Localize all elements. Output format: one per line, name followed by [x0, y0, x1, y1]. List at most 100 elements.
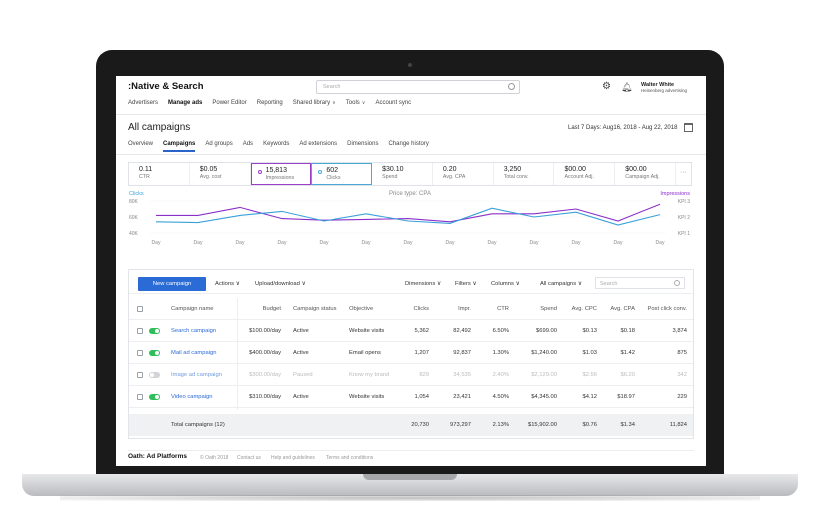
global-search-input[interactable]: Search: [316, 80, 520, 94]
campaign-name-link[interactable]: Image ad campaign: [171, 372, 222, 378]
col-avg-cpc[interactable]: Avg. CPC: [571, 306, 597, 312]
kpi-avg-cost[interactable]: $0.05 Avg. cost: [190, 163, 251, 185]
total-spend: $15,902.00: [527, 422, 557, 428]
tab-overview[interactable]: Overview: [128, 141, 154, 147]
nav-tools[interactable]: Tools ∨: [345, 100, 366, 106]
x-tick-label: Day: [362, 240, 371, 246]
divider: [116, 154, 706, 155]
columns-dropdown[interactable]: Columns ∨: [491, 281, 520, 287]
table-search-input[interactable]: Search: [595, 277, 685, 289]
cell-conv: 229: [677, 394, 687, 400]
kpi-clicks[interactable]: 602 Clicks: [311, 163, 373, 185]
campaign-name-link[interactable]: Video campaign: [171, 394, 213, 400]
actions-dropdown[interactable]: Actions ∨: [215, 281, 240, 287]
kpi-ctr[interactable]: 0.11 CTR: [129, 163, 190, 185]
user-name[interactable]: Walter White: [641, 82, 675, 88]
chevron-down-icon: ∨: [472, 281, 477, 287]
x-tick-label: Day: [488, 240, 497, 246]
dimensions-dropdown[interactable]: Dimensions ∨: [405, 281, 442, 287]
y-tick-label: 80K: [129, 199, 139, 205]
tab-ad-groups[interactable]: Ad groups: [205, 141, 233, 147]
tab-ad-extensions[interactable]: Ad extensions: [299, 141, 338, 147]
series-marker-icon: [257, 170, 262, 174]
enable-toggle[interactable]: [149, 350, 160, 356]
cell-clicks: 829: [419, 372, 429, 378]
row-checkbox[interactable]: [137, 328, 143, 334]
kpi-account-adj[interactable]: $00.00 Account Adj.: [554, 163, 616, 185]
tab-keywords[interactable]: Keywords: [263, 141, 290, 147]
campaign-name-link[interactable]: Search campaign: [171, 328, 217, 334]
cell-impr: 34,535: [453, 372, 471, 378]
cell-status: Active: [293, 394, 309, 400]
cell-budget: $400.00/day: [249, 350, 281, 356]
cell-ctr: 2.40%: [492, 372, 509, 378]
cell-cpa: $0.18: [620, 328, 635, 334]
cell-impr: 82,492: [453, 328, 471, 334]
cell-objective: Website visits: [349, 328, 385, 334]
nav-reporting[interactable]: Reporting: [256, 100, 283, 106]
kpi-impressions[interactable]: 15,813 Impressions: [250, 163, 312, 185]
laptop-shadow: [60, 495, 760, 501]
main-nav: Advertisers Manage ads Power Editor Repo…: [128, 100, 411, 112]
calendar-icon[interactable]: [684, 123, 693, 132]
x-tick-label: Day: [446, 240, 455, 246]
enable-toggle[interactable]: [149, 394, 160, 400]
kpi-spend[interactable]: $30.10 Spend: [372, 163, 433, 185]
col-spend[interactable]: Spend: [540, 306, 557, 312]
campaign-name-link[interactable]: Mail ad campaign: [171, 350, 217, 356]
gear-icon[interactable]: ⚙: [602, 81, 611, 92]
footer-link-help[interactable]: Help and guidelines: [271, 454, 315, 461]
enable-toggle[interactable]: [149, 372, 160, 378]
row-checkbox[interactable]: [137, 350, 143, 356]
nav-power-editor[interactable]: Power Editor: [212, 100, 247, 106]
tab-campaigns[interactable]: Campaigns: [163, 141, 196, 152]
col-ctr[interactable]: CTR: [497, 306, 509, 312]
date-range[interactable]: Last 7 Days: Aug16, 2018 - Aug 22, 2018: [568, 125, 678, 131]
divider: [116, 114, 706, 115]
cell-cpa: $6.20: [620, 372, 635, 378]
kpi-avg-cpa[interactable]: 0.20 Avg. CPA: [433, 163, 494, 185]
brand-logo[interactable]: :Native & Search: [128, 81, 204, 92]
search-icon: [508, 83, 515, 90]
footer: Oath: Ad Platforms © Oath 2018 Contact u…: [128, 450, 694, 462]
chart-svg: Clicks Impressions Price type: CPA 80K 60K 40…: [129, 191, 690, 246]
cell-budget: $300.00/day: [249, 372, 281, 378]
kpi-campaign-adj[interactable]: $00.00 Campaign Adj.: [615, 163, 677, 185]
row-checkbox[interactable]: [137, 394, 143, 400]
col-budget[interactable]: Budget: [262, 306, 281, 312]
table-toolbar: New campaign Actions ∨ Upload/download ∨…: [129, 270, 693, 294]
campaign-filter-dropdown[interactable]: All campaigns ∨: [540, 281, 582, 287]
footer-logo: Oath: Ad Platforms: [128, 453, 187, 460]
cell-conv: 875: [677, 350, 687, 356]
right-axis-title: Impressions: [660, 191, 690, 197]
footer-link-contact[interactable]: Contact us: [237, 454, 261, 461]
col-status[interactable]: Campaign status: [293, 306, 337, 312]
tab-change-history[interactable]: Change history: [388, 141, 429, 147]
cell-conv: 3,874: [672, 328, 687, 334]
col-impr[interactable]: Impr.: [458, 306, 471, 312]
col-post-click-conv[interactable]: Post click conv.: [647, 306, 687, 312]
new-campaign-button[interactable]: New campaign: [138, 277, 206, 291]
nav-account-sync[interactable]: Account sync: [375, 100, 412, 106]
kpi-total-conv[interactable]: 3,250 Total conv.: [494, 163, 555, 185]
kpi-strip: 0.11 CTR $0.05 Avg. cost 15,813 Impressions…: [128, 162, 692, 186]
footer-link-terms[interactable]: Terms and conditions: [326, 454, 374, 461]
cell-budget: $100.00/day: [249, 328, 281, 334]
col-campaign-name[interactable]: Campaign name: [171, 306, 214, 312]
tab-dimensions[interactable]: Dimensions: [347, 141, 379, 147]
enable-toggle[interactable]: [149, 328, 160, 334]
nav-advertisers[interactable]: Advertisers: [128, 100, 159, 106]
row-checkbox[interactable]: [137, 372, 143, 378]
col-clicks[interactable]: Clicks: [413, 306, 429, 312]
laptop-base: [22, 474, 798, 496]
upload-download-dropdown[interactable]: Upload/download ∨: [255, 281, 306, 287]
col-objective[interactable]: Objective: [349, 306, 374, 312]
nav-shared-library[interactable]: Shared library ∨: [292, 100, 336, 106]
col-avg-cpa[interactable]: Avg. CPA: [610, 306, 635, 312]
bell-icon[interactable]: 🔔︎: [621, 82, 633, 92]
select-all-checkbox[interactable]: [137, 306, 143, 312]
filters-dropdown[interactable]: Filters ∨: [455, 281, 477, 287]
more-icon[interactable]: ···: [680, 169, 687, 176]
tab-ads[interactable]: Ads: [242, 141, 254, 147]
nav-manage-ads[interactable]: Manage ads: [168, 100, 203, 106]
